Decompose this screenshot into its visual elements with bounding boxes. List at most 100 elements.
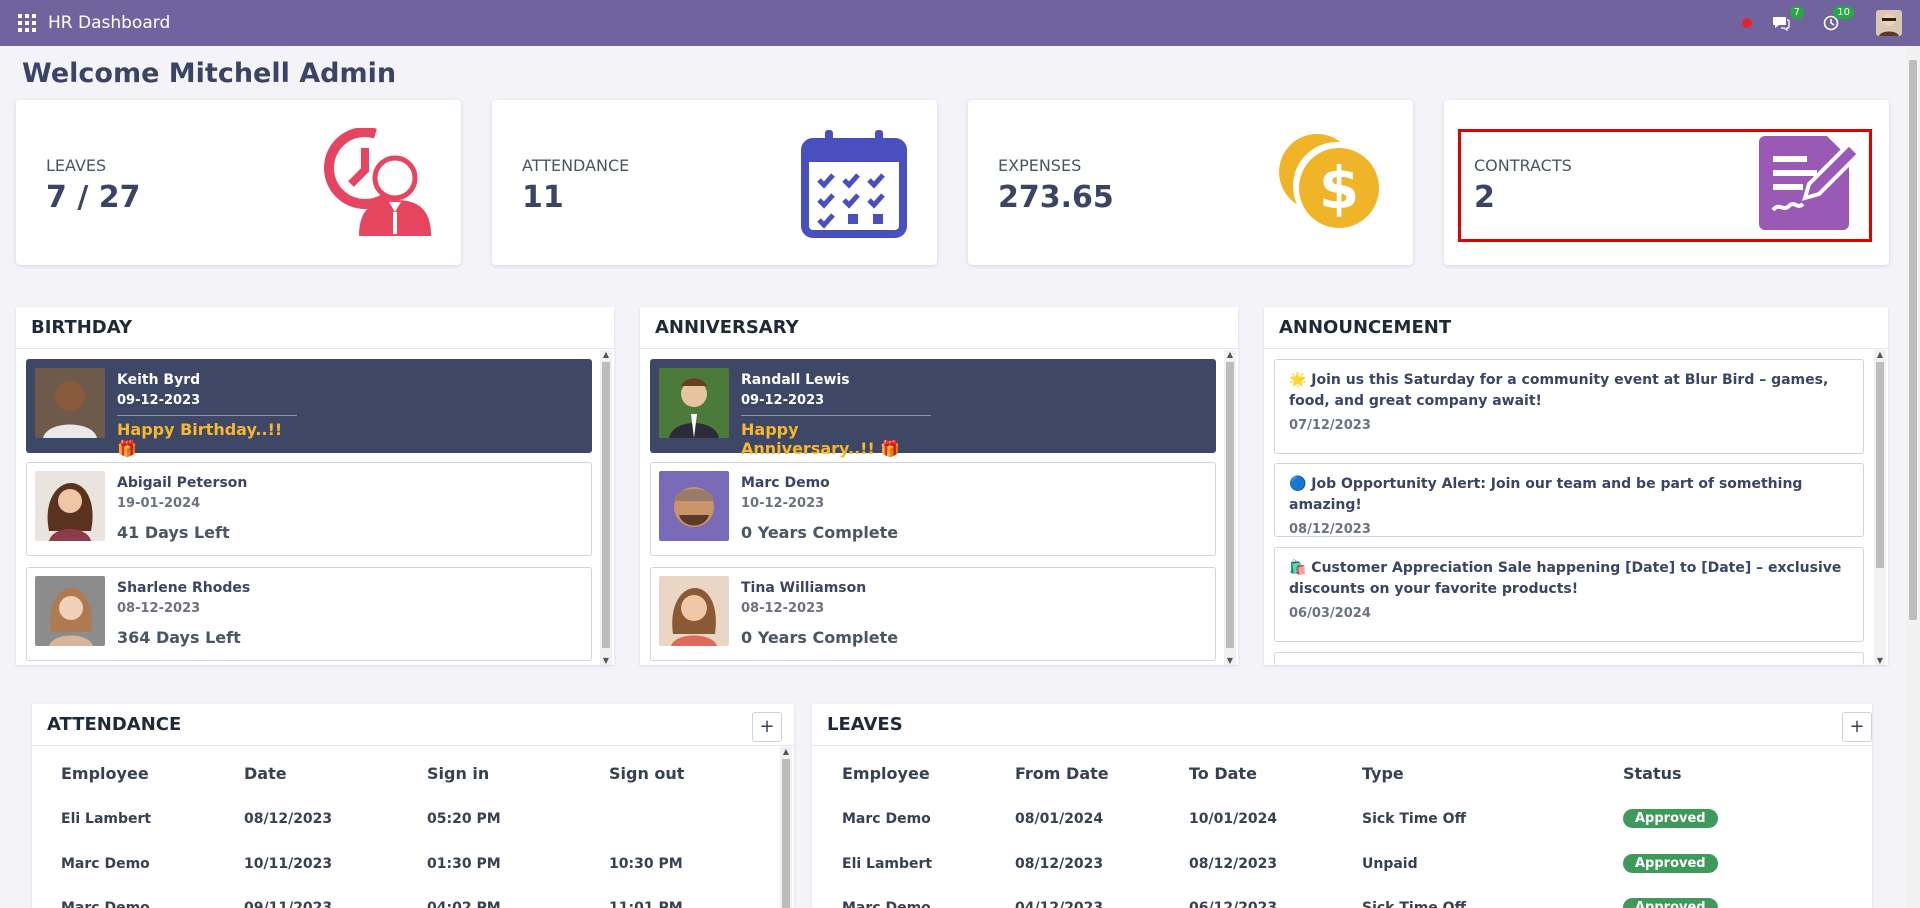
app-title[interactable]: HR Dashboard: [48, 13, 171, 33]
table-cell: 08/01/2024: [1015, 811, 1104, 827]
user-avatar[interactable]: [1876, 10, 1902, 36]
stat-label: LEAVES: [46, 156, 107, 175]
list-item[interactable]: Marc Demo 10-12-2023 0 Years Complete: [650, 462, 1216, 556]
person-date: 10-12-2023: [741, 496, 825, 511]
years-complete: 0 Years Complete: [741, 523, 899, 542]
stat-label: ATTENDANCE: [522, 156, 630, 175]
table-cell: 08/12/2023: [244, 811, 333, 827]
days-left: 41 Days Left: [117, 523, 230, 542]
column-header[interactable]: To Date: [1189, 764, 1257, 783]
column-header[interactable]: From Date: [1015, 764, 1109, 783]
announcement-text: 🌟 Join us this Saturday for a community …: [1289, 372, 1829, 409]
column-header[interactable]: Employee: [61, 764, 149, 783]
status-badge: Approved: [1623, 854, 1718, 873]
chat-icon: [1773, 17, 1790, 31]
chat-button[interactable]: 7: [1770, 6, 1804, 33]
table-cell: Marc Demo: [842, 811, 931, 827]
table-cell: 04/12/2023: [1015, 900, 1104, 908]
add-leave-button[interactable]: +: [1842, 712, 1872, 742]
announcement-text: 🛍️ Customer Appreciation Sale happening …: [1289, 560, 1842, 597]
announcement-date: 08/12/2023: [1289, 522, 1371, 537]
announcement-text: 🔵 Job Opportunity Alert: Join our team a…: [1289, 476, 1803, 513]
coins-dollar-icon: $: [1279, 134, 1381, 230]
activity-count-badge: 10: [1833, 6, 1854, 19]
table-cell: 11:01 PM: [609, 900, 683, 908]
avatar: [35, 576, 105, 646]
attendance-stat-card[interactable]: ATTENDANCE 11: [492, 100, 937, 265]
announcement-panel: ANNOUNCEMENT 🌟 Join us this Saturday for…: [1264, 307, 1888, 665]
column-header[interactable]: Sign out: [609, 764, 685, 783]
table-cell: 10/01/2024: [1189, 811, 1278, 827]
person-name: Tina Williamson: [741, 580, 867, 596]
person-name: Sharlene Rhodes: [117, 580, 251, 596]
list-item[interactable]: Keith Byrd 09-12-2023 Happy Birthday..!!…: [26, 359, 592, 458]
column-header[interactable]: Type: [1362, 764, 1404, 783]
page-scrollbar-thumb[interactable]: [1909, 60, 1917, 620]
list-item[interactable]: [1274, 652, 1864, 665]
list-item[interactable]: Randall Lewis 09-12-2023 Happy Anniversa…: [650, 359, 1216, 458]
person-name: Abigail Peterson: [117, 475, 248, 491]
table-cell: 10:30 PM: [609, 856, 683, 872]
list-item[interactable]: Abigail Peterson 19-01-2024 41 Days Left: [26, 462, 592, 556]
avatar: [659, 471, 729, 541]
avatar: [35, 471, 105, 541]
table-cell: Unpaid: [1362, 856, 1418, 872]
leaves-panel: LEAVES + Employee From Date To Date Type…: [812, 704, 1872, 908]
person-name: Marc Demo: [741, 475, 830, 491]
calendar-check-icon: [801, 130, 907, 238]
column-header[interactable]: Sign in: [427, 764, 490, 783]
anniversary-panel: ANNIVERSARY Randall Lewis 09-12-2023 Hap…: [640, 307, 1238, 665]
person-name: Keith Byrd: [117, 372, 201, 388]
birthday-scrollbar[interactable]: ▲ ▼: [600, 350, 612, 665]
attendance-scrollbar[interactable]: ▲: [780, 747, 792, 908]
activity-button[interactable]: 10: [1820, 6, 1854, 33]
list-item[interactable]: 🛍️ Customer Appreciation Sale happening …: [1274, 547, 1864, 642]
top-navbar: HR Dashboard 7 10: [0, 0, 1920, 46]
list-item[interactable]: Tina Williamson 08-12-2023 0 Years Compl…: [650, 567, 1216, 661]
contracts-stat-card[interactable]: CONTRACTS 2: [1444, 100, 1889, 265]
column-header[interactable]: Date: [244, 764, 287, 783]
status-badge: Approved: [1623, 898, 1718, 908]
table-cell: Sick Time Off: [1362, 900, 1466, 908]
add-attendance-button[interactable]: +: [752, 712, 782, 742]
table-cell: 06/12/2023: [1189, 900, 1278, 908]
stat-value: 273.65: [998, 180, 1114, 215]
anniversary-scrollbar[interactable]: ▲ ▼: [1224, 350, 1236, 665]
table-cell: Eli Lambert: [842, 856, 933, 872]
column-header[interactable]: Employee: [842, 764, 930, 783]
anniversary-title: ANNIVERSARY: [640, 307, 1238, 349]
table-cell: 09/11/2023: [244, 900, 333, 908]
list-item[interactable]: 🌟 Join us this Saturday for a community …: [1274, 359, 1864, 454]
stat-label: EXPENSES: [998, 156, 1082, 175]
stat-value: 11: [522, 180, 564, 215]
announcement-scrollbar[interactable]: ▲ ▼: [1874, 350, 1886, 665]
avatar: [659, 368, 729, 438]
page-scrollbar[interactable]: [1906, 46, 1920, 908]
person-date: 08-12-2023: [741, 601, 825, 616]
contract-sign-icon: [1759, 136, 1861, 230]
recording-indicator-icon[interactable]: [1742, 18, 1752, 28]
years-complete: 0 Years Complete: [741, 628, 899, 647]
avatar: [659, 576, 729, 646]
table-cell: Marc Demo: [61, 856, 150, 872]
list-item[interactable]: 🔵 Job Opportunity Alert: Join our team a…: [1274, 463, 1864, 537]
column-header[interactable]: Status: [1623, 764, 1682, 783]
table-cell: 01:30 PM: [427, 856, 501, 872]
clock-icon: [1823, 15, 1839, 31]
table-cell: Marc Demo: [61, 900, 150, 908]
chat-count-badge: 7: [1789, 6, 1804, 19]
apps-grid-icon[interactable]: [18, 14, 36, 32]
person-date: 09-12-2023: [117, 393, 201, 408]
table-cell: 08/12/2023: [1189, 856, 1278, 872]
announcement-date: 07/12/2023: [1289, 418, 1371, 433]
table-cell: Marc Demo: [842, 900, 931, 908]
person-date: 08-12-2023: [117, 601, 201, 616]
list-item[interactable]: Sharlene Rhodes 08-12-2023 364 Days Left: [26, 567, 592, 661]
stat-label: CONTRACTS: [1474, 156, 1572, 175]
expenses-stat-card[interactable]: EXPENSES 273.65 $: [968, 100, 1413, 265]
leave-clock-person-icon: [324, 128, 431, 236]
birthday-title: BIRTHDAY: [16, 307, 614, 349]
birthday-message: Happy Birthday..!! 🎁: [117, 415, 297, 458]
leaves-stat-card[interactable]: LEAVES 7 / 27: [16, 100, 461, 265]
announcement-title: ANNOUNCEMENT: [1264, 307, 1888, 349]
